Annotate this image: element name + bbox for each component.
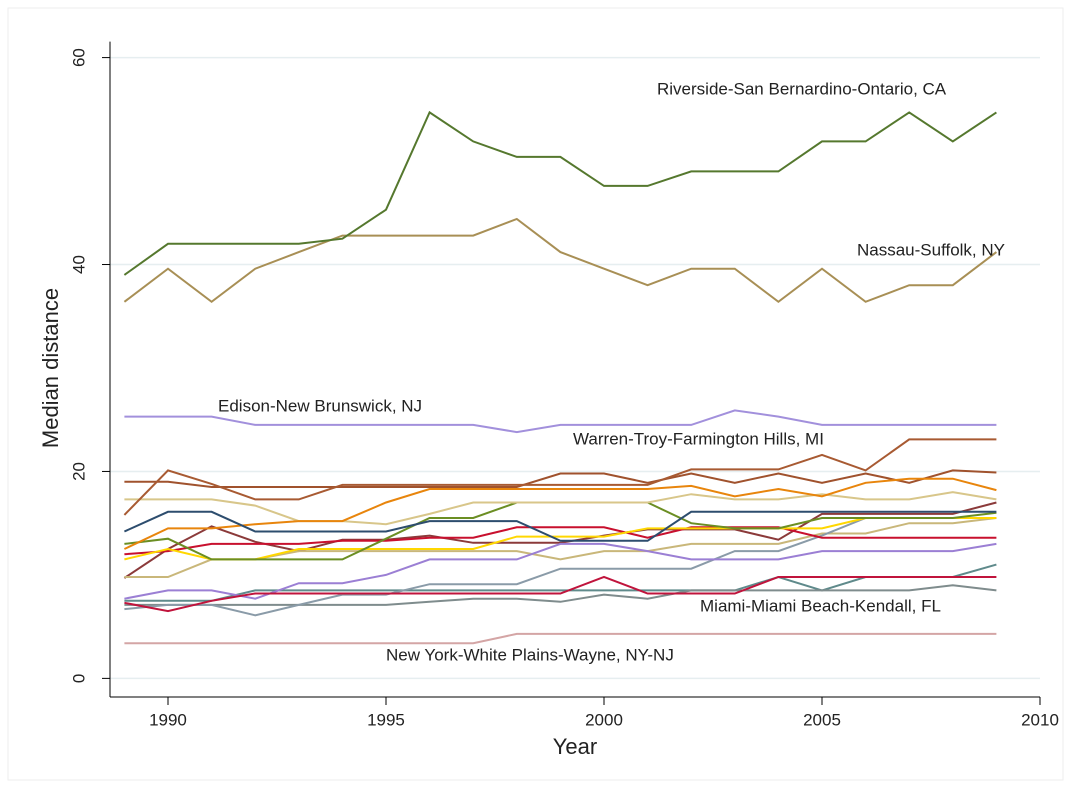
series-line: [124, 526, 997, 556]
series-line: [124, 584, 997, 606]
series-annotation: Miami-Miami Beach-Kendall, FL: [700, 596, 941, 615]
series-line: [124, 575, 997, 613]
y-axis-title: Median distance: [38, 288, 63, 448]
series-line: [124, 632, 997, 645]
series-line: [124, 409, 997, 434]
x-tick-label: 2000: [585, 710, 623, 729]
y-tick-label: 0: [69, 674, 88, 683]
series-line: [124, 517, 997, 561]
series-line: [123, 477, 997, 550]
x-tick-label: 1995: [367, 710, 405, 729]
x-tick-label: 1990: [149, 710, 187, 729]
series-line: [124, 517, 997, 617]
x-tick-label: 2005: [803, 710, 841, 729]
series-annotation: Warren-Troy-Farmington Hills, MI: [573, 429, 824, 448]
series-annotation: New York-White Plains-Wayne, NY-NJ: [386, 645, 674, 664]
y-tick-label: 20: [69, 462, 88, 481]
series-line: [124, 469, 997, 488]
x-axis-title: Year: [553, 734, 597, 759]
y-tick-label: 60: [69, 48, 88, 67]
series-annotation: Nassau-Suffolk, NY: [857, 240, 1005, 259]
series-line: [123, 510, 997, 542]
frame: [7, 7, 1064, 781]
series-line: [123, 110, 997, 276]
series-line: [123, 438, 997, 516]
series-line: [124, 491, 997, 526]
x-tick-label: 2010: [1021, 710, 1059, 729]
series-annotation: Riverside-San Bernardino-Ontario, CA: [657, 79, 947, 98]
y-tick-label: 40: [69, 255, 88, 274]
series-line: [124, 563, 997, 602]
series-annotation: Edison-New Brunswick, NJ: [218, 396, 422, 415]
series-line: [123, 217, 998, 304]
